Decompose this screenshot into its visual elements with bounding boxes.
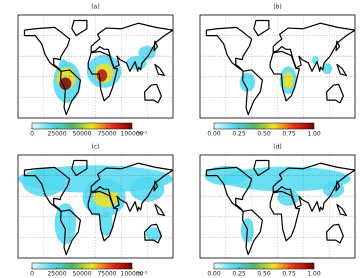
colorbar-tick-label: 100000: [121, 131, 144, 138]
colorbar-tick-label: 0: [30, 271, 34, 278]
map-frame: [199, 154, 356, 259]
colorbar-tick-label: 100000: [121, 271, 144, 278]
map-frame: [17, 14, 174, 119]
panel-label: (d): [273, 144, 282, 151]
map: [200, 15, 355, 118]
colorbar-tick-label: 0.25: [232, 131, 246, 138]
map: [18, 155, 173, 258]
colorbar-tick-label: 75000: [97, 131, 116, 138]
colorbar-tick-label: 50000: [72, 271, 91, 278]
map-frame: [199, 14, 356, 119]
panel-label: (b): [273, 4, 282, 11]
colorbar-tick-label: 0.50: [257, 271, 271, 278]
colorbar-tick-label: 50000: [72, 131, 91, 138]
panel: (d) 0.00 0.25 0.50 0.75 1.00: [199, 144, 356, 278]
colorbar-tick-label: 75000: [97, 271, 116, 278]
colorbar-tick-label: 0.75: [282, 131, 296, 138]
colorbar-tick-label: 25000: [47, 131, 66, 138]
colorbar-tick-label: 0.25: [232, 271, 246, 278]
colorbar-tick-label: 0.50: [257, 131, 271, 138]
panel-label: (a): [91, 4, 99, 11]
colorbar-tick-label: 0.00: [207, 271, 221, 278]
colorbar-unit: m⁻²: [136, 271, 148, 278]
colorbar-unit: m⁻²: [136, 131, 148, 138]
map: [18, 15, 173, 118]
panel-label: (c): [92, 144, 100, 151]
colorbar-tick-label: 25000: [47, 271, 66, 278]
colorbar-tick-label: 0.00: [207, 131, 221, 138]
colorbar-tick-label: 1.00: [307, 131, 321, 138]
map-frame: [17, 154, 174, 259]
map: [200, 155, 355, 258]
colorbar-tick-label: 1.00: [307, 271, 321, 278]
panel: (b) 0.00 0.25 0.50 0.75 1.00: [199, 4, 356, 138]
colorbar-tick-label: 0.75: [282, 271, 296, 278]
colorbar-tick-label: 0: [30, 131, 34, 138]
